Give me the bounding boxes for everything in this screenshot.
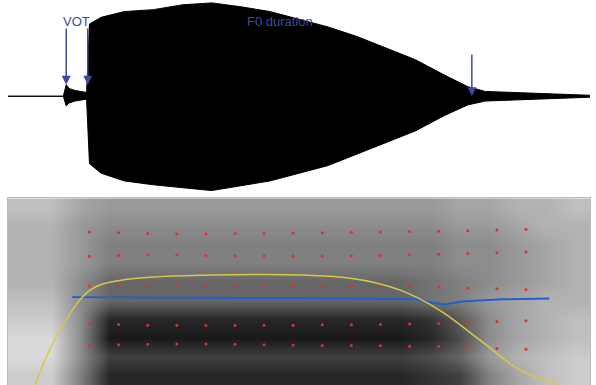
- svg-text:F0 duration: F0 duration: [247, 14, 313, 29]
- svg-text:VOT: VOT: [63, 14, 90, 29]
